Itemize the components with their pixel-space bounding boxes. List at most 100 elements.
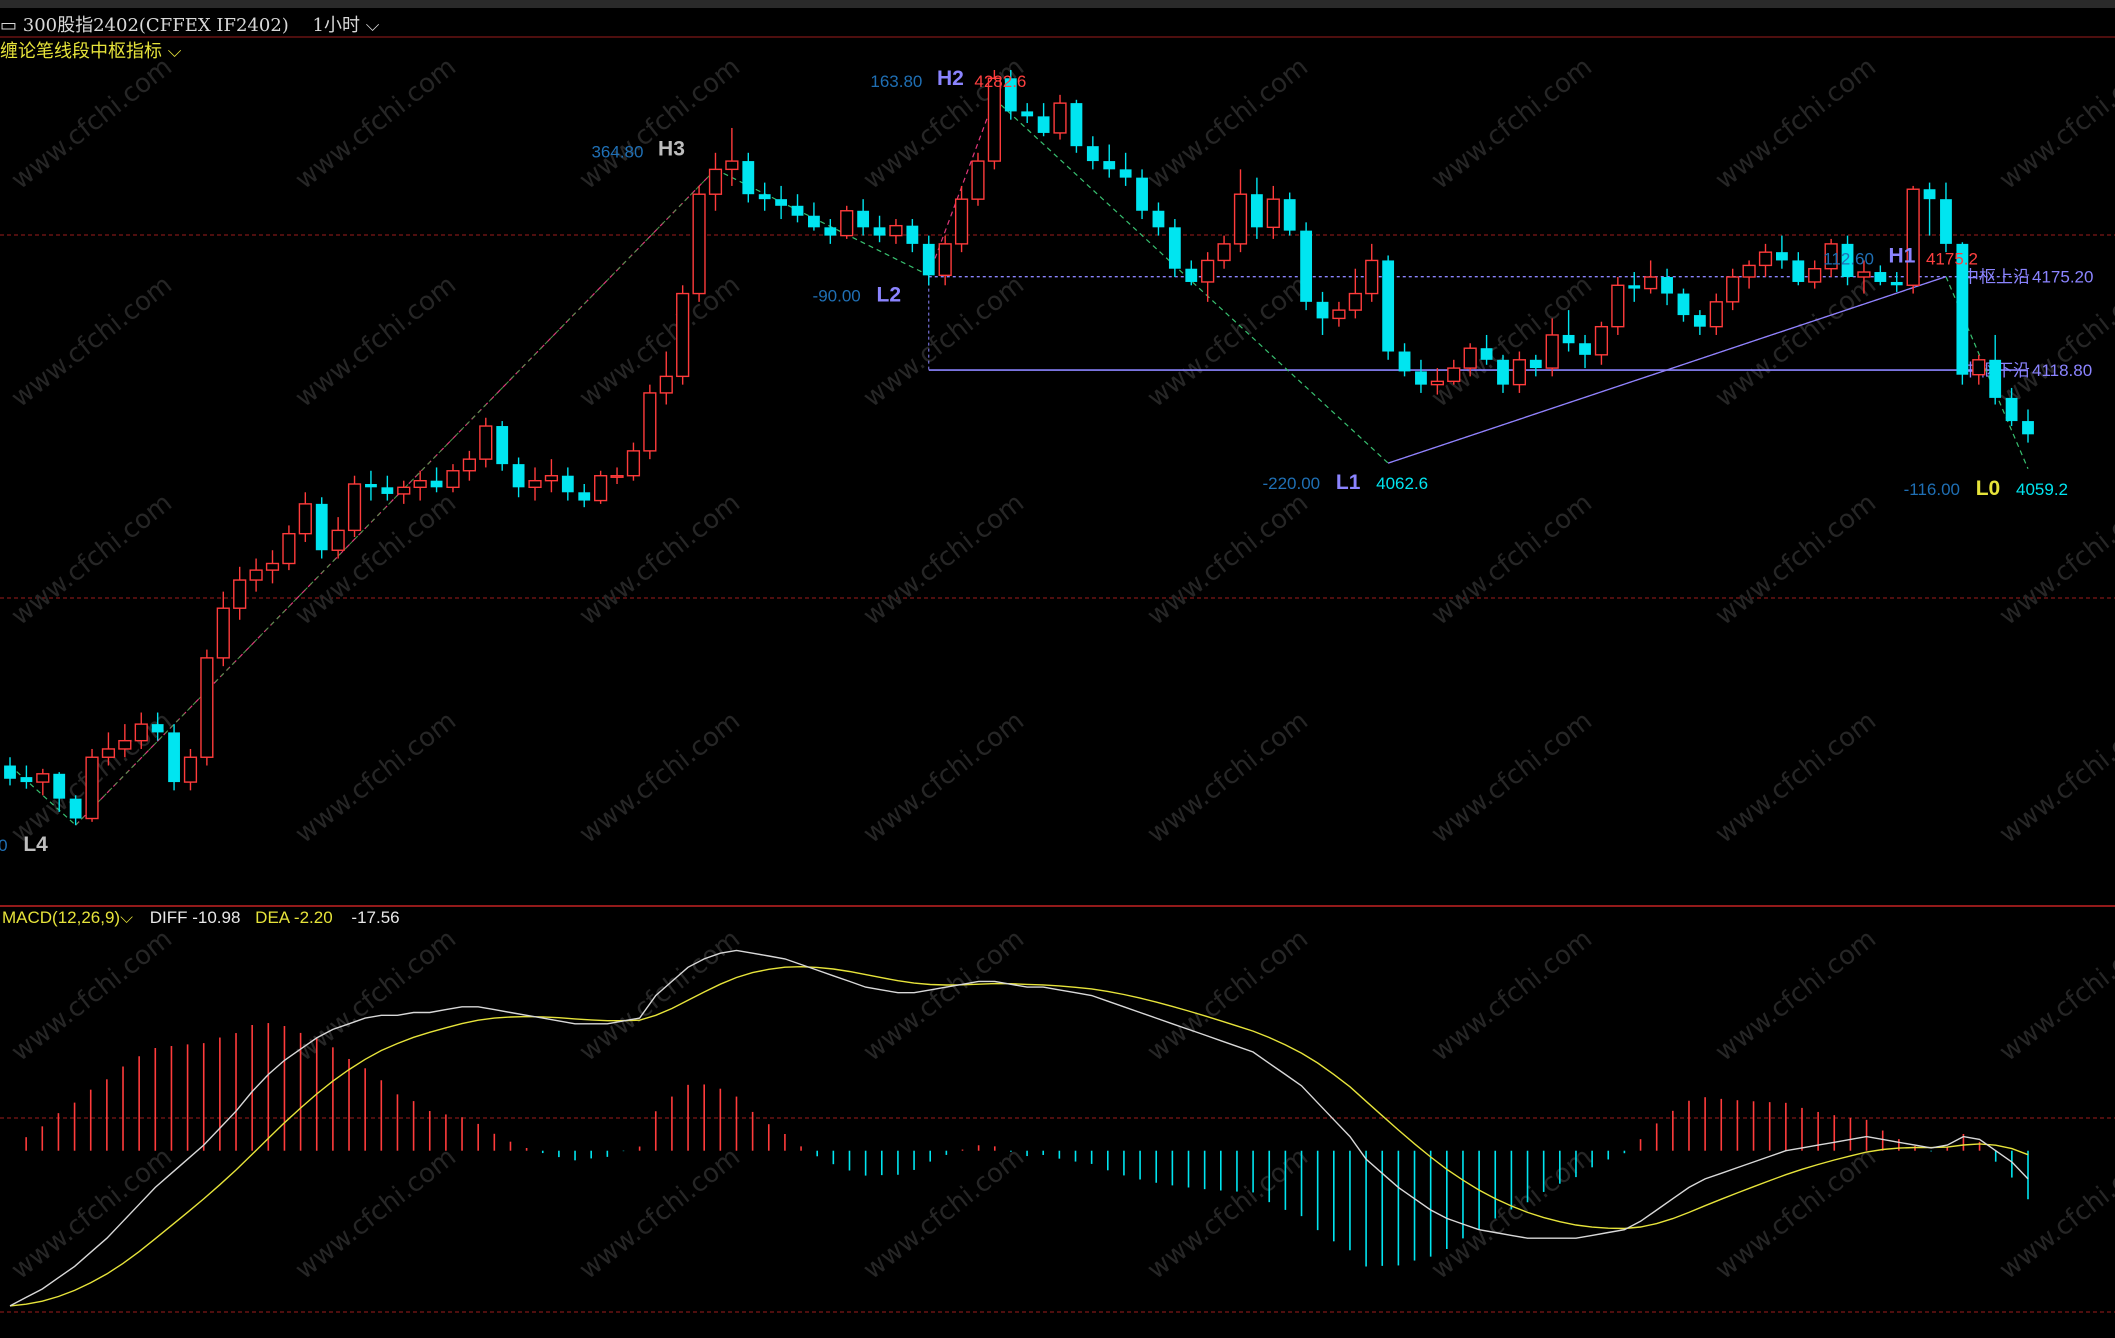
candle-body bbox=[1661, 277, 1673, 294]
candle-body bbox=[692, 193, 706, 295]
candle bbox=[1579, 334, 1591, 369]
candle bbox=[1233, 169, 1248, 253]
candle bbox=[676, 285, 690, 385]
candle bbox=[1201, 252, 1215, 302]
candle bbox=[1792, 252, 1805, 286]
candle-body bbox=[216, 607, 230, 659]
candle-body bbox=[1677, 293, 1690, 316]
watermark-text: www.cfchi.com bbox=[858, 488, 1030, 632]
candle-body bbox=[430, 480, 443, 488]
candle-body bbox=[151, 724, 164, 733]
watermark-text: www.cfchi.com bbox=[1426, 488, 1598, 632]
candle-body bbox=[1053, 102, 1067, 134]
candle-body bbox=[1529, 359, 1542, 369]
segment-line bbox=[75, 169, 716, 826]
candle bbox=[381, 475, 394, 501]
swing-amplitude: 3844.0 bbox=[0, 836, 8, 855]
candle bbox=[873, 215, 886, 243]
swing-amplitude: 163.80 bbox=[870, 72, 922, 91]
candle-body bbox=[1644, 276, 1658, 290]
candle-body bbox=[1841, 243, 1854, 277]
candle-body bbox=[1775, 252, 1788, 261]
candle-body bbox=[36, 773, 50, 783]
candle-body bbox=[1103, 161, 1116, 170]
candle-body bbox=[1693, 315, 1706, 327]
candle-body bbox=[775, 199, 788, 206]
candle bbox=[1004, 70, 1017, 120]
candle-body bbox=[954, 198, 969, 245]
watermark-text: www.cfchi.com bbox=[1710, 1142, 1882, 1286]
candle bbox=[1152, 202, 1165, 236]
candle-body bbox=[1857, 271, 1871, 278]
candle bbox=[1808, 260, 1822, 289]
period-selector[interactable]: 1小时 ⌵ bbox=[313, 15, 380, 36]
candle-body bbox=[282, 532, 296, 565]
candle-body bbox=[808, 215, 820, 228]
candle-body bbox=[496, 426, 509, 465]
candle-body bbox=[134, 723, 148, 742]
candle-body bbox=[1545, 334, 1559, 369]
watermark-text: www.cfchi.com bbox=[6, 488, 178, 632]
candle bbox=[168, 724, 180, 791]
candle-body bbox=[1611, 284, 1625, 328]
candle bbox=[1266, 185, 1280, 239]
candle-body bbox=[462, 458, 476, 472]
candle bbox=[1709, 293, 1723, 335]
swing-amplitude: -90.00 bbox=[813, 286, 861, 305]
candle-body bbox=[298, 503, 312, 535]
watermark-text: www.cfchi.com bbox=[6, 270, 178, 414]
macd-header[interactable]: MACD(12,26,9)⌵ DIFF -10.98 DEA -2.20 -17… bbox=[2, 908, 400, 928]
macd-label: MACD(12,26,9) bbox=[2, 908, 121, 927]
candle bbox=[1857, 260, 1871, 294]
candle-body bbox=[1579, 343, 1591, 355]
watermark-text: www.cfchi.com bbox=[1710, 706, 1882, 850]
candle-body bbox=[233, 579, 247, 609]
watermark-text: www.cfchi.com bbox=[1142, 1142, 1314, 1286]
candle bbox=[1053, 94, 1067, 140]
candle bbox=[36, 768, 50, 796]
candle bbox=[183, 748, 198, 791]
candle-body bbox=[1430, 380, 1444, 386]
candle-body bbox=[1021, 111, 1034, 117]
watermark-text: www.cfchi.com bbox=[1142, 488, 1314, 632]
candle-body bbox=[2005, 397, 2018, 422]
watermark-text: www.cfchi.com bbox=[1142, 270, 1314, 414]
candle-body bbox=[118, 739, 132, 750]
candle bbox=[200, 649, 214, 766]
candle bbox=[1906, 185, 1920, 294]
candle-body bbox=[1497, 359, 1509, 385]
symbol-header[interactable]: ▭ 300股指2402(CFFEX IF2402) 1小时 ⌵ bbox=[0, 11, 379, 37]
candle-body bbox=[1562, 334, 1575, 344]
candle bbox=[1430, 368, 1444, 395]
candle-body bbox=[626, 450, 641, 477]
candle-body bbox=[1742, 264, 1756, 278]
candle-body bbox=[544, 475, 559, 482]
swing-label: L2 bbox=[877, 283, 902, 306]
candle-body bbox=[758, 194, 771, 200]
menu-icon[interactable]: ▭ bbox=[0, 15, 18, 36]
swing-label: L4 bbox=[23, 833, 48, 856]
candle bbox=[857, 199, 870, 236]
candle bbox=[85, 748, 99, 822]
candle-body bbox=[1300, 230, 1313, 302]
candle-body bbox=[1086, 146, 1099, 162]
candle-body bbox=[1972, 359, 1986, 376]
candle bbox=[1398, 343, 1411, 377]
candle bbox=[1086, 136, 1099, 170]
candle bbox=[1956, 242, 1969, 385]
watermark-text: www.cfchi.com bbox=[6, 924, 178, 1068]
candle-body bbox=[922, 243, 935, 276]
candle-body bbox=[1266, 198, 1280, 229]
candle bbox=[1874, 265, 1887, 286]
candle-body bbox=[742, 161, 755, 195]
candle bbox=[1628, 272, 1641, 302]
candle-body bbox=[1070, 103, 1083, 147]
indicator-selector[interactable]: 缠论笔线段中枢指标 ⌵ bbox=[0, 37, 181, 63]
candle bbox=[971, 152, 985, 206]
candle-body bbox=[1233, 193, 1248, 245]
candle bbox=[216, 591, 230, 667]
candle-body bbox=[1792, 260, 1805, 282]
candle bbox=[544, 459, 559, 493]
